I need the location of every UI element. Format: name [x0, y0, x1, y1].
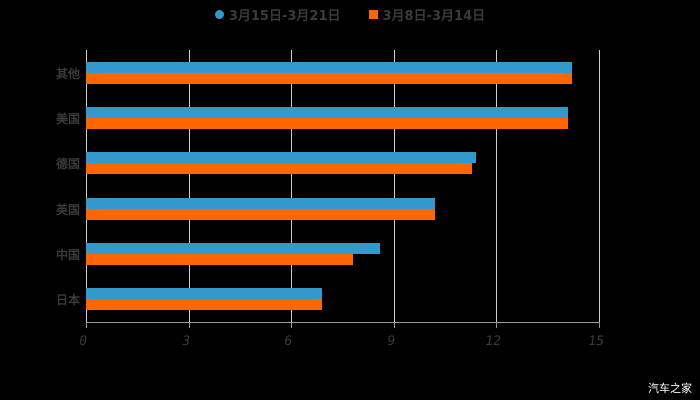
chart-legend: 3月15日-3月21日 3月8日-3月14日: [0, 4, 700, 24]
bar-series2[interactable]: [86, 254, 353, 265]
gridline: [599, 50, 600, 322]
plot-area: [86, 50, 600, 322]
x-tick-label: 15: [587, 334, 605, 349]
bar-series2[interactable]: [86, 299, 322, 311]
x-tick-label: 3: [180, 334, 191, 349]
x-tick-label: 9: [385, 334, 396, 349]
legend-item-series2[interactable]: 3月8日-3月14日: [368, 5, 486, 24]
gridline: [86, 50, 87, 322]
square-marker-icon: [368, 9, 378, 19]
category-label: 美国: [55, 112, 80, 126]
legend-label-series2: 3月8日-3月14日: [382, 8, 486, 24]
bar-series2[interactable]: [86, 208, 435, 220]
category-label: 其他: [55, 66, 80, 81]
category-label: 德国: [55, 157, 80, 172]
category-label: 英国: [55, 202, 80, 217]
x-tick: [599, 322, 600, 328]
x-axis-line: [86, 322, 599, 323]
bar-series2[interactable]: [86, 118, 569, 129]
bar-series1[interactable]: [86, 107, 569, 118]
circle-marker-icon: [214, 9, 224, 19]
x-tick: [393, 322, 395, 328]
x-tick: [86, 322, 87, 328]
bar-series2[interactable]: [86, 163, 473, 175]
gridline: [496, 50, 498, 322]
gridline: [188, 50, 190, 322]
bar-series1[interactable]: [86, 61, 572, 73]
gridline: [291, 50, 293, 322]
x-tick-label: 0: [78, 334, 88, 349]
bar-series1[interactable]: [86, 152, 476, 164]
category-label: 中国: [55, 248, 80, 262]
x-tick: [291, 322, 293, 328]
gridline: [393, 50, 395, 322]
legend-item-series1[interactable]: 3月15日-3月21日: [214, 5, 341, 24]
bar-series1[interactable]: [86, 197, 435, 209]
x-tick: [496, 322, 498, 328]
x-tick: [188, 322, 190, 328]
category-label: 日本: [55, 293, 80, 308]
bar-series2[interactable]: [86, 72, 572, 84]
x-tick-label: 12: [484, 334, 503, 349]
bar-series1[interactable]: [86, 243, 381, 254]
watermark: 汽车之家: [648, 382, 692, 395]
x-tick-label: 6: [283, 334, 294, 349]
legend-label-series1: 3月15日-3月21日: [228, 8, 341, 24]
bar-series1[interactable]: [86, 288, 322, 300]
